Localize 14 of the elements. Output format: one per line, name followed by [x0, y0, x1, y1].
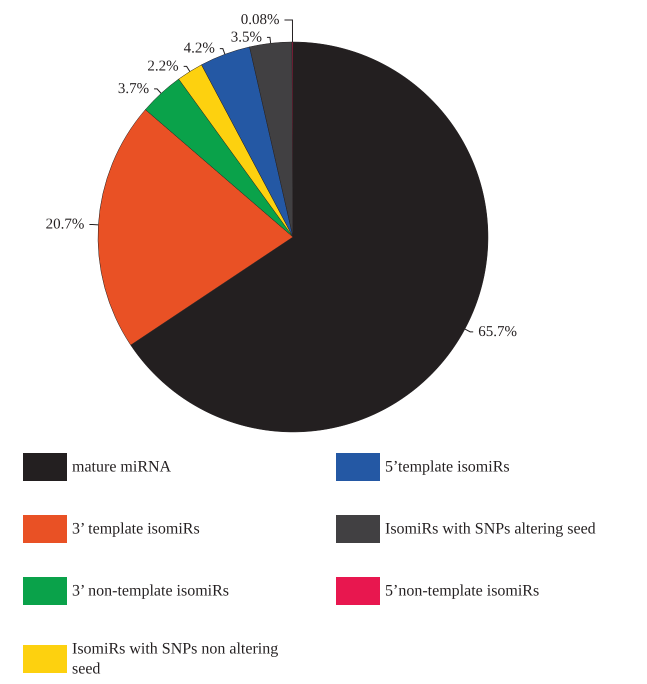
legend-label: 3’ template isomiRs	[72, 520, 200, 538]
legend-label: 5’non-template isomiRs	[385, 582, 540, 600]
legend-label: IsomiRs with SNPs altering seed	[385, 520, 596, 538]
data-label: 65.7%	[478, 324, 517, 340]
legend-label: 5’template isomiRs	[385, 458, 510, 476]
data-label: 2.2%	[147, 58, 179, 74]
data-label: 4.2%	[184, 40, 215, 57]
legend-label: 3’ non-template isomiRs	[72, 582, 230, 600]
data-label: 3.7%	[118, 80, 150, 97]
legend-label: IsomiRs with SNPs non altering seed	[72, 640, 282, 678]
data-label: 0.08%	[240, 12, 280, 28]
legend-label: mature miRNA	[72, 458, 172, 476]
data-label: 20.7%	[46, 216, 84, 233]
data-label: 3.5%	[230, 29, 262, 46]
